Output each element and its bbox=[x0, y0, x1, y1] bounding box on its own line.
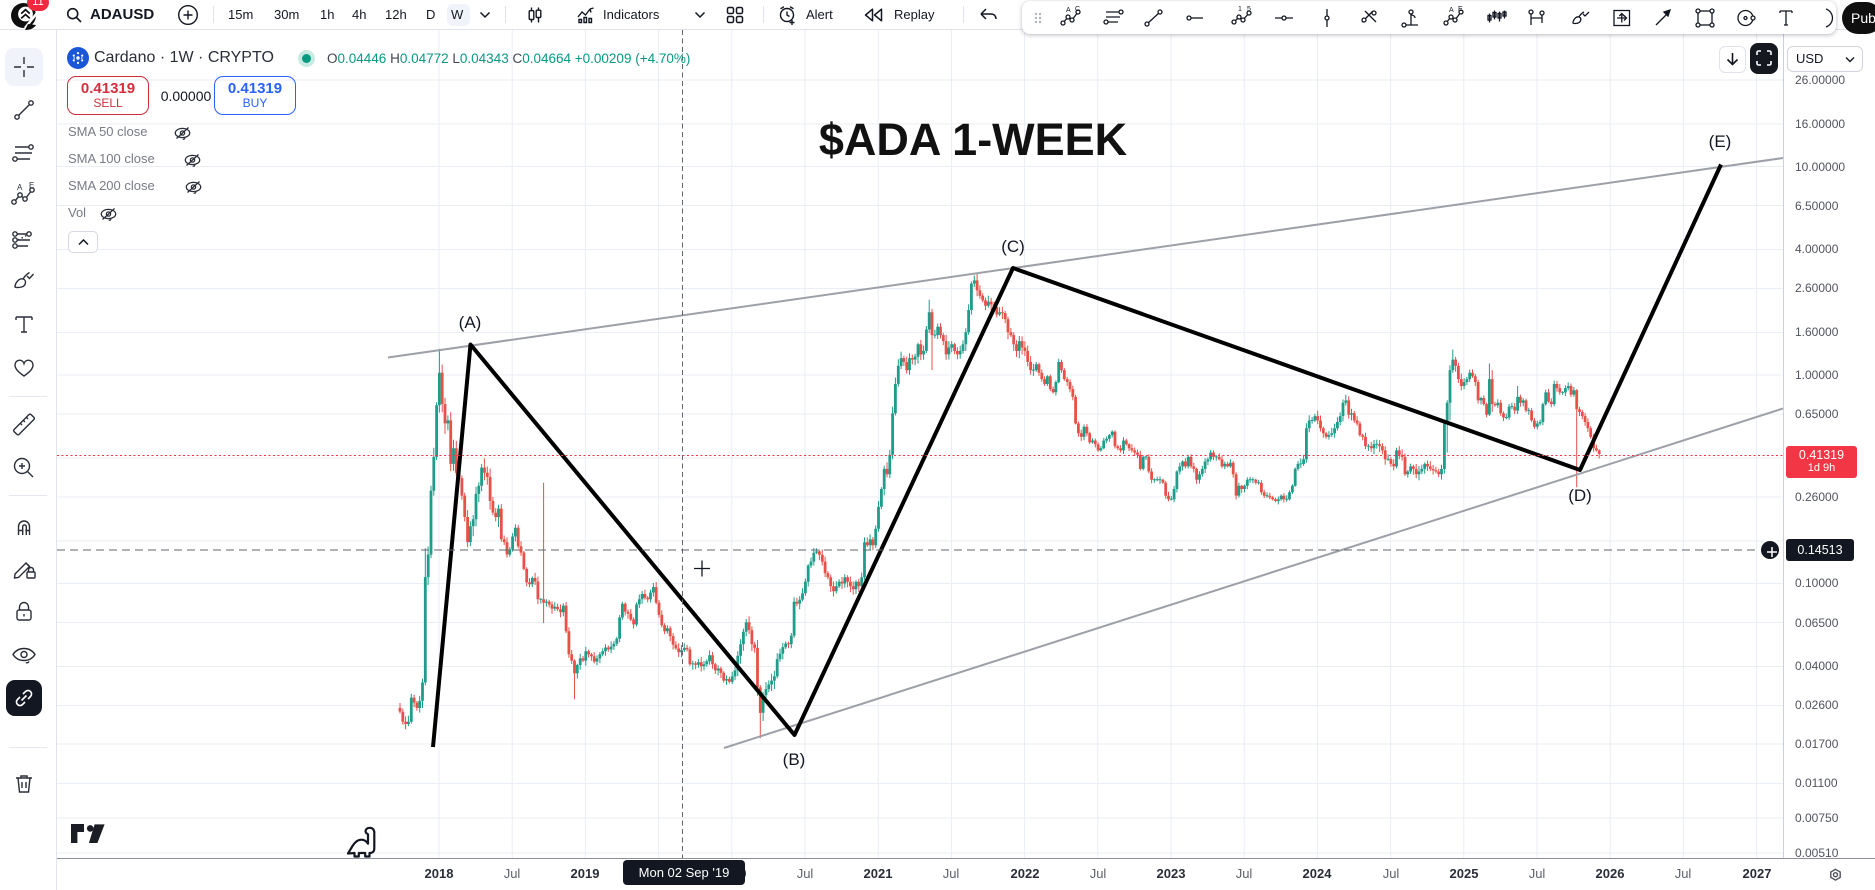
svg-text:E: E bbox=[29, 182, 34, 190]
svg-text:1: 1 bbox=[1238, 6, 1242, 13]
svg-text:5: 5 bbox=[1247, 6, 1251, 13]
svg-text:A: A bbox=[1449, 7, 1454, 14]
svg-text:E: E bbox=[1458, 6, 1463, 13]
svg-text:(E): (E) bbox=[1709, 132, 1732, 151]
svg-text:A: A bbox=[17, 183, 23, 192]
svg-text:(B): (B) bbox=[783, 750, 806, 769]
svg-text:(D): (D) bbox=[1568, 486, 1592, 505]
svg-text:(C): (C) bbox=[1001, 237, 1025, 256]
svg-text:C: C bbox=[1075, 6, 1080, 13]
svg-text:$ADA 1-WEEK: $ADA 1-WEEK bbox=[819, 114, 1128, 165]
svg-text:A: A bbox=[1066, 7, 1071, 14]
svg-text:(A): (A) bbox=[459, 313, 482, 332]
